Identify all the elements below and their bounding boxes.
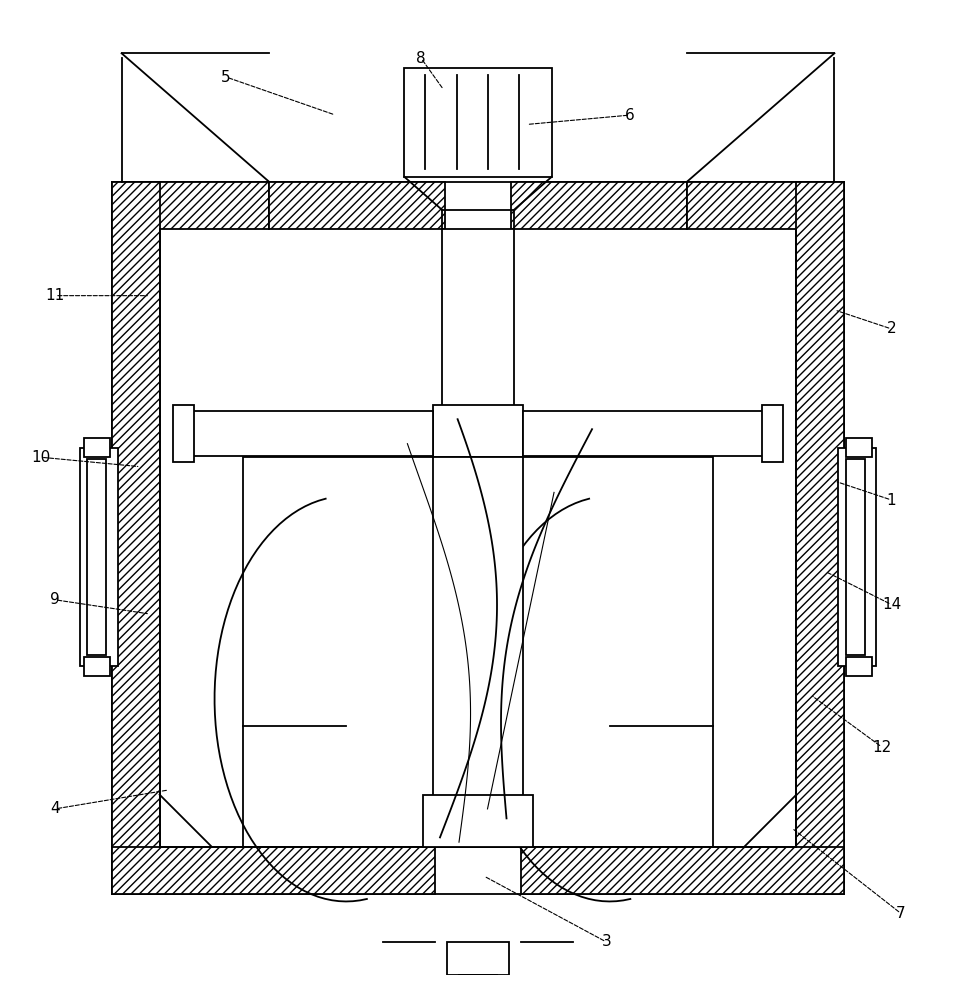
Bar bbox=[404, 68, 552, 177]
Text: 10: 10 bbox=[32, 450, 51, 465]
Bar bbox=[846, 438, 873, 457]
Text: 11: 11 bbox=[46, 288, 65, 303]
Text: 7: 7 bbox=[896, 906, 905, 921]
Bar bbox=[83, 438, 110, 457]
Bar bbox=[443, 229, 513, 410]
Bar bbox=[87, 459, 106, 655]
Text: 1: 1 bbox=[886, 493, 897, 508]
Bar bbox=[79, 448, 118, 666]
Bar bbox=[424, 795, 532, 847]
Bar bbox=[433, 405, 523, 457]
Text: 3: 3 bbox=[601, 934, 611, 949]
Bar bbox=[762, 405, 783, 462]
Bar bbox=[846, 657, 873, 676]
Bar bbox=[511, 182, 687, 229]
Bar bbox=[112, 182, 269, 229]
Bar bbox=[243, 457, 713, 847]
Text: 4: 4 bbox=[51, 801, 60, 816]
Text: 9: 9 bbox=[50, 592, 60, 607]
Bar bbox=[521, 847, 844, 894]
Bar bbox=[173, 405, 194, 462]
Bar bbox=[846, 459, 865, 655]
Bar bbox=[687, 182, 844, 229]
Bar bbox=[112, 847, 435, 894]
Text: 8: 8 bbox=[416, 51, 425, 66]
Text: 5: 5 bbox=[222, 70, 231, 85]
Bar bbox=[433, 457, 523, 847]
Bar bbox=[112, 182, 160, 894]
Bar bbox=[523, 411, 777, 456]
Bar bbox=[459, 975, 497, 999]
Text: 2: 2 bbox=[886, 321, 897, 336]
Text: 12: 12 bbox=[872, 740, 892, 755]
Text: 6: 6 bbox=[625, 108, 635, 123]
Bar bbox=[179, 411, 433, 456]
Bar bbox=[447, 942, 509, 975]
Bar bbox=[796, 182, 844, 894]
Text: 14: 14 bbox=[881, 597, 902, 612]
Bar bbox=[269, 182, 445, 229]
Bar bbox=[838, 448, 877, 666]
Bar bbox=[83, 657, 110, 676]
